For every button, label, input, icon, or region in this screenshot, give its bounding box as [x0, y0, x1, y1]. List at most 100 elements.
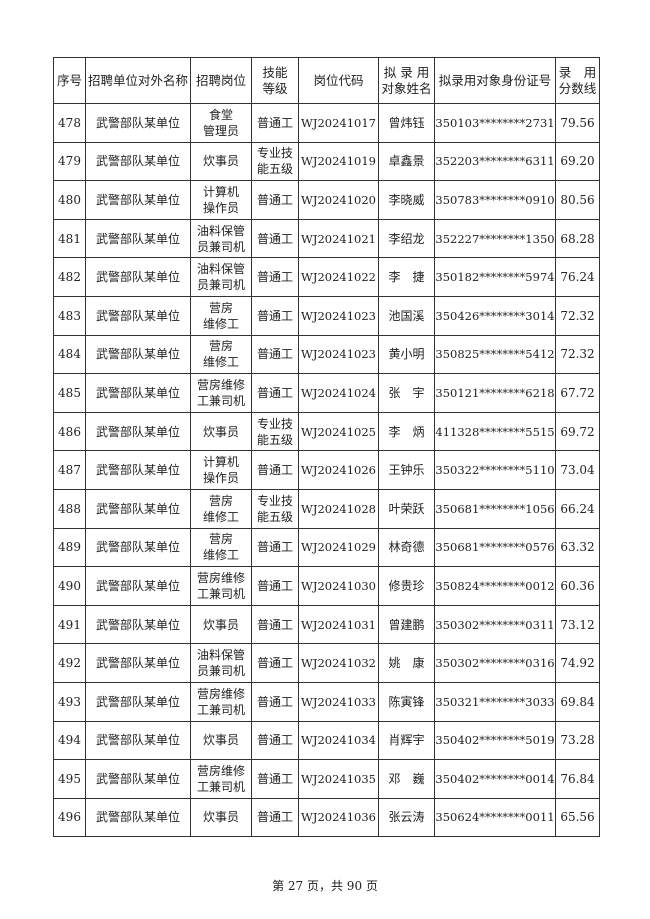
cell-candidate-name: 张 宇 — [378, 373, 435, 413]
cell-position: 营房 维修工 — [190, 527, 252, 568]
recruitment-table: 序号 招聘单位对外名称 招聘岗位 技能 等级 岗位代码拟 录 用对象姓名 拟录用对象身份证号… — [53, 57, 600, 838]
cell-score: 69.72 — [555, 411, 600, 452]
cell-id-number: 350824********0012 — [434, 566, 556, 606]
cell-candidate-name: 池国溪 — [378, 295, 435, 336]
cell-score: 63.32 — [555, 527, 600, 568]
page-footer: 第 27 页，共 90 页 — [272, 879, 378, 893]
cell-position: 油料保管 员兼司机 — [190, 257, 252, 297]
cell-candidate-name: 曾建鹏 — [378, 604, 435, 645]
table-row: 483 武警部队某单位 营房 维修工 普通工 WJ20241023 池国溪 350426***… — [53, 295, 600, 336]
cell-position: 营房维修 工兼司机 — [190, 759, 252, 799]
cell-id-number: 350681********1056 — [434, 488, 556, 529]
cell-index: 489 — [53, 527, 86, 568]
cell-position: 食堂 管理员 — [190, 103, 252, 143]
cell-candidate-name: 卓鑫景 — [378, 141, 435, 182]
table-row: 485 武警部队某单位 营房维修 工兼司机 普通工 WJ20241024 张 宇 350121… — [53, 373, 600, 413]
cell-index: 488 — [53, 488, 86, 529]
cell-id-number: 350402********5019 — [434, 720, 556, 761]
cell-candidate-name: 曾炜钰 — [378, 103, 435, 143]
cell-position: 炊事员 — [190, 604, 252, 645]
cell-position: 营房维修 工兼司机 — [190, 373, 252, 413]
cell-skill-level: 普通工 — [251, 334, 299, 375]
cell-id-number: 350426********3014 — [434, 295, 556, 336]
cell-position: 炊事员 — [190, 411, 252, 452]
table-row: 492 武警部队某单位 油料保管 员兼司机 普通工 WJ20241032 姚 康 350302… — [53, 643, 600, 683]
cell-position-code: WJ20241032 — [298, 643, 379, 683]
table-row: 484 武警部队某单位 营房 维修工 普通工 WJ20241023 黄小明 350825***… — [53, 334, 600, 375]
cell-position-code: WJ20241028 — [298, 488, 379, 529]
cell-index: 484 — [53, 334, 86, 375]
cell-id-number: 350624********0011 — [434, 797, 556, 838]
cell-position-code: WJ20241033 — [298, 681, 379, 722]
table-row: 489 武警部队某单位 营房 维修工 普通工 WJ20241029 林奇德 350681***… — [53, 527, 600, 568]
cell-score: 72.32 — [555, 334, 600, 375]
cell-score: 65.56 — [555, 797, 600, 838]
cell-position: 营房 维修工 — [190, 295, 252, 336]
cell-unit-name: 武警部队某单位 — [85, 488, 191, 529]
header-unit-name: 招聘单位对外名称 — [85, 57, 191, 104]
cell-skill-level: 普通工 — [251, 720, 299, 761]
cell-candidate-name: 肖辉宇 — [378, 720, 435, 761]
cell-score: 76.24 — [555, 257, 600, 297]
cell-index: 493 — [53, 681, 86, 722]
cell-index: 480 — [53, 180, 86, 220]
cell-skill-level: 普通工 — [251, 797, 299, 838]
cell-index: 495 — [53, 759, 86, 799]
cell-position-code: WJ20241034 — [298, 720, 379, 761]
cell-score: 66.24 — [555, 488, 600, 529]
cell-skill-level: 专业技 能五级 — [251, 411, 299, 452]
cell-skill-level: 普通工 — [251, 681, 299, 722]
cell-position: 营房 维修工 — [190, 488, 252, 529]
cell-score: 72.32 — [555, 295, 600, 336]
cell-skill-level: 普通工 — [251, 218, 299, 259]
cell-unit-name: 武警部队某单位 — [85, 103, 191, 143]
header-score: 录 用分数线 — [555, 57, 600, 104]
table-row: 478 武警部队某单位 食堂 管理员 普通工 WJ20241017 曾炜钰 350103***… — [53, 103, 600, 143]
header-skill-level: 技能 等级 — [251, 57, 299, 104]
table-row: 494 武警部队某单位 炊事员 普通工 WJ20241034 肖辉宇 350402*****… — [53, 720, 600, 761]
cell-index: 483 — [53, 295, 86, 336]
cell-position-code: WJ20241023 — [298, 295, 379, 336]
cell-position: 计算机 操作员 — [190, 180, 252, 220]
cell-unit-name: 武警部队某单位 — [85, 681, 191, 722]
cell-position-code: WJ20241021 — [298, 218, 379, 259]
cell-candidate-name: 陈寅锋 — [378, 681, 435, 722]
cell-position: 炊事员 — [190, 720, 252, 761]
cell-position-code: WJ20241017 — [298, 103, 379, 143]
cell-unit-name: 武警部队某单位 — [85, 295, 191, 336]
cell-id-number: 352203********6311 — [434, 141, 556, 182]
table-row: 491 武警部队某单位 炊事员 普通工 WJ20241031 曾建鹏 350302*****… — [53, 604, 600, 645]
cell-id-number: 352227********1350 — [434, 218, 556, 259]
table-row: 487 武警部队某单位 计算机 操作员 普通工 WJ20241026 王钟乐 350322**… — [53, 450, 600, 490]
table-row: 496 武警部队某单位 炊事员 普通工 WJ20241036 张云涛 350624*****… — [53, 797, 600, 838]
cell-candidate-name: 李 炳 — [378, 411, 435, 452]
cell-skill-level: 普通工 — [251, 103, 299, 143]
table-row: 481 武警部队某单位 油料保管 员兼司机 普通工 WJ20241021 李绍龙 352227… — [53, 218, 600, 259]
cell-position-code: WJ20241024 — [298, 373, 379, 413]
table-row: 482 武警部队某单位 油料保管 员兼司机 普通工 WJ20241022 李 捷 350182… — [53, 257, 600, 297]
cell-score: 74.92 — [555, 643, 600, 683]
cell-unit-name: 武警部队某单位 — [85, 450, 191, 490]
cell-index: 496 — [53, 797, 86, 838]
cell-skill-level: 普通工 — [251, 450, 299, 490]
cell-id-number: 350103********2731 — [434, 103, 556, 143]
table-row: 479 武警部队某单位 炊事员 专业技 能五级 WJ20241019 卓鑫景 352203**… — [53, 141, 600, 182]
table-row: 486 武警部队某单位 炊事员 专业技 能五级 WJ20241025 李 炳 411328**… — [53, 411, 600, 452]
cell-id-number: 350121********6218 — [434, 373, 556, 413]
cell-unit-name: 武警部队某单位 — [85, 566, 191, 606]
cell-position-code: WJ20241023 — [298, 334, 379, 375]
cell-skill-level: 普通工 — [251, 643, 299, 683]
cell-skill-level: 普通工 — [251, 527, 299, 568]
cell-unit-name: 武警部队某单位 — [85, 180, 191, 220]
cell-position-code: WJ20241031 — [298, 604, 379, 645]
cell-index: 492 — [53, 643, 86, 683]
cell-position: 营房维修 工兼司机 — [190, 681, 252, 722]
cell-candidate-name: 邓 巍 — [378, 759, 435, 799]
cell-unit-name: 武警部队某单位 — [85, 141, 191, 182]
cell-position-code: WJ20241022 — [298, 257, 379, 297]
cell-unit-name: 武警部队某单位 — [85, 411, 191, 452]
cell-index: 487 — [53, 450, 86, 490]
cell-unit-name: 武警部队某单位 — [85, 218, 191, 259]
cell-score: 80.56 — [555, 180, 600, 220]
